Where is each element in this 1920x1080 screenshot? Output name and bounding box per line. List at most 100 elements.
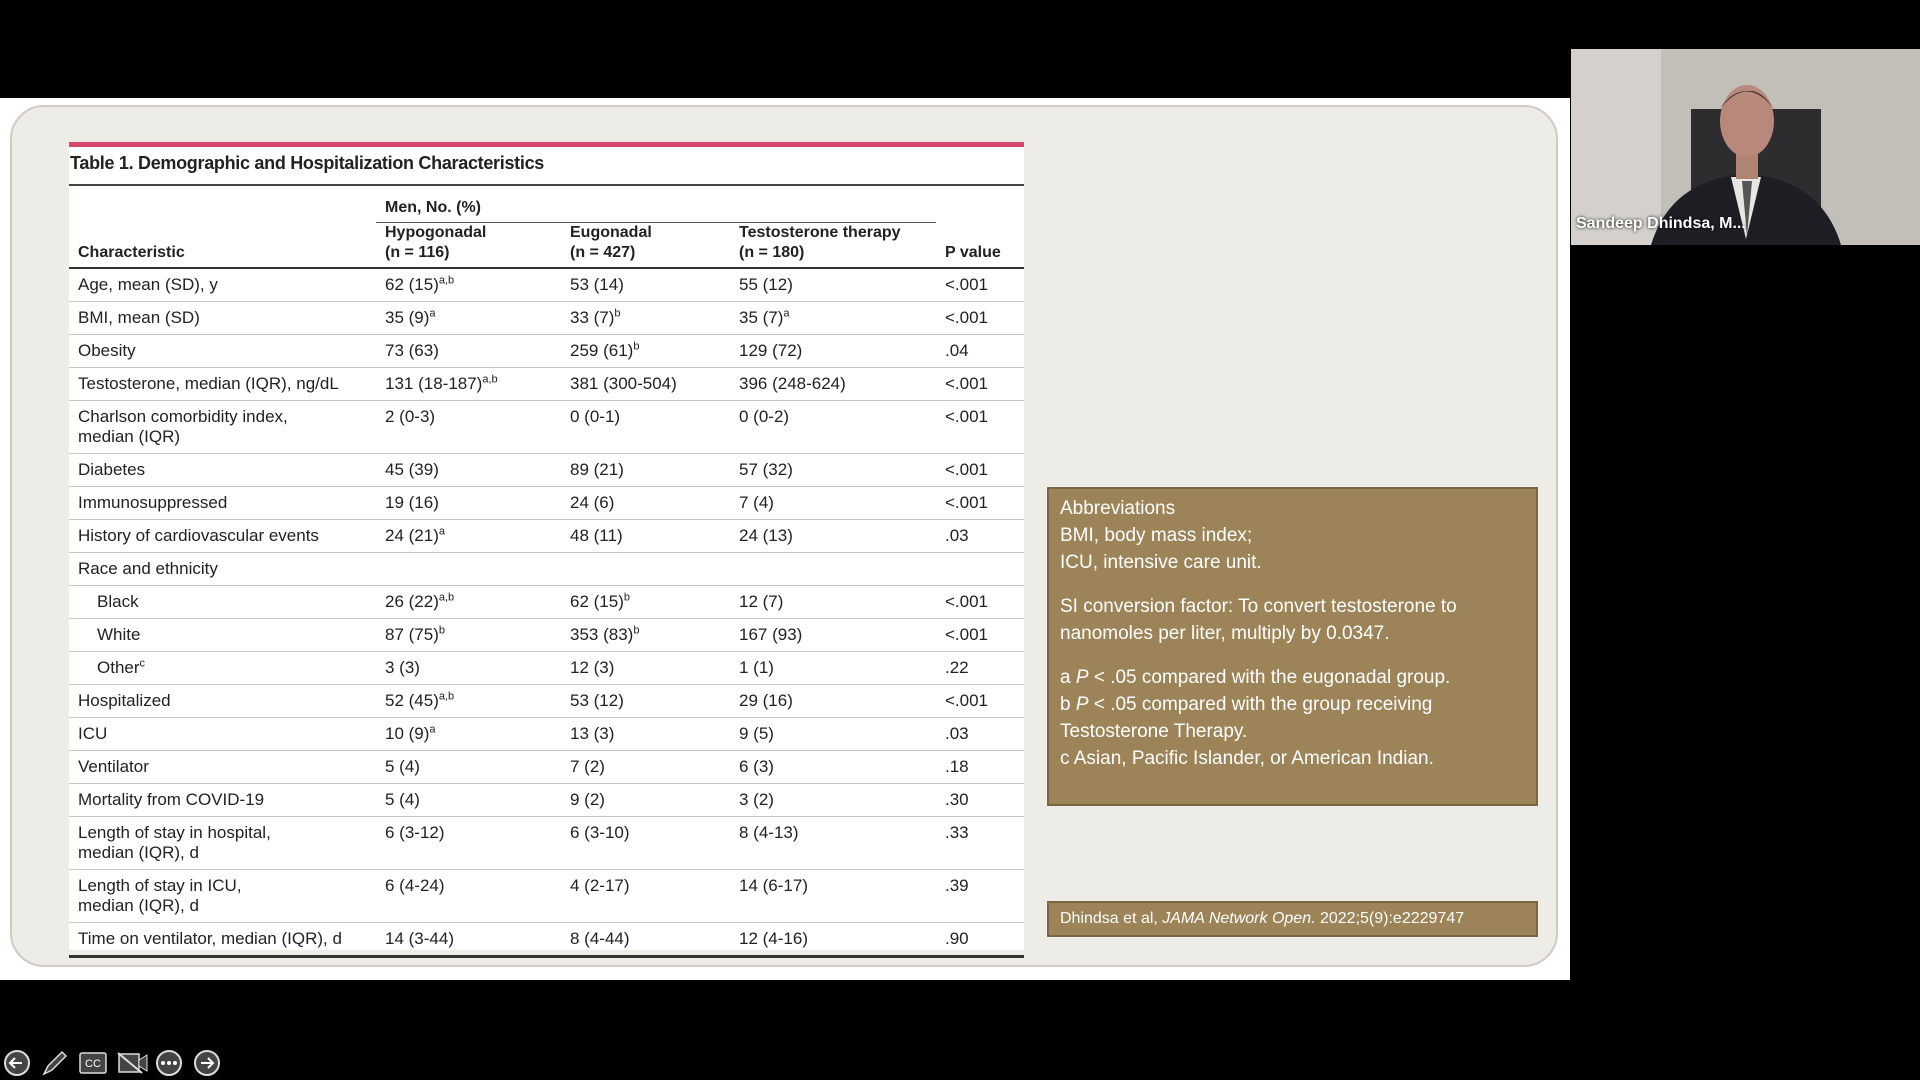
cell: 5 (4) [376, 783, 561, 817]
video-button[interactable] [117, 1052, 148, 1074]
note: BMI, body mass index; [1060, 525, 1253, 546]
footnote: a P < .05 compared with the eugonadal gr… [1060, 664, 1525, 691]
authors: Dhindsa et al, [1060, 910, 1158, 927]
table: Men, No. (%) Characteristic Hypogonadal (… [69, 186, 1024, 958]
footnote-mark: b [1060, 694, 1071, 715]
cell-text: 353 (83) [570, 625, 634, 644]
cell-text: 45 (39) [385, 460, 439, 479]
cell: 12 (3) [561, 651, 730, 685]
cell-text: 19 (16) [385, 493, 439, 512]
cell: 45 (39) [376, 453, 561, 487]
cell-text: 5 (4) [385, 757, 420, 776]
cell: 13 (3) [561, 717, 730, 751]
video-frame [1571, 49, 1920, 245]
cell: 24 (6) [561, 486, 730, 520]
cell-text: 14 (3-44) [385, 929, 454, 948]
stat: P [1075, 667, 1089, 688]
footnote-sup: a,b [482, 373, 498, 386]
cell-text: Mortality from COVID-19 [78, 790, 265, 809]
cell-text: 6 (4-24) [385, 876, 445, 895]
footnote-sup: b [633, 624, 640, 637]
cell-text: 12 (4-16) [739, 929, 808, 948]
cell: 9 (5) [730, 717, 936, 751]
cell-text: 24 (21) [385, 526, 439, 545]
cell-text: Length of stay in hospital, median (IQR)… [78, 823, 271, 862]
cell-text: 26 (22) [385, 592, 439, 611]
cell: 4 (2-17) [561, 869, 730, 923]
more-button[interactable] [156, 1050, 182, 1076]
table-row: Otherc 3 (3) 12 (3) 1 (1) .22 [69, 651, 1024, 685]
footnote-sup: a [438, 525, 445, 538]
notes-box: Abbreviations BMI, body mass index; ICU,… [1047, 487, 1538, 806]
table-title: Table 1. Demographic and Hospitalization… [70, 153, 544, 173]
cell-text: Black [97, 592, 139, 611]
pen-button[interactable] [42, 1050, 68, 1076]
footnote-sup: a,b [438, 690, 455, 703]
cell-text: 8 (4-44) [570, 929, 630, 948]
p-value: <.001 [936, 684, 1024, 718]
svg-text:CC: CC [85, 1058, 101, 1070]
cell: 9 (2) [561, 783, 730, 817]
cell-text: Length of stay in ICU, median (IQR), d [78, 876, 242, 915]
row-label: Age, mean (SD), y [69, 268, 376, 302]
table-row: Hospitalized 52 (45)a,b 53 (12) 29 (16) <.00… [69, 684, 1024, 718]
cell-text: 57 (32) [739, 460, 793, 479]
table-body: Age, mean (SD), y 62 (15)a,b 53 (14) 55 (12… [69, 268, 1024, 958]
cell: 33 (7)b [561, 301, 730, 335]
footnote-mark: c [1060, 748, 1070, 769]
column-n: (n = 180) [739, 244, 805, 261]
cell: 48 (11) [561, 519, 730, 553]
cell: 12 (4-16) [730, 922, 936, 958]
row-label: BMI, mean (SD) [69, 301, 376, 335]
cell-text: 259 (61) [570, 341, 634, 360]
table-row: White 87 (75)b 353 (83)b 167 (93) <.001 [69, 618, 1024, 652]
section-label: Race and ethnicity [69, 552, 1024, 586]
table-row: Length of stay in hospital, median (IQR)… [69, 816, 1024, 870]
row-label: Mortality from COVID-19 [69, 783, 376, 817]
citation: Dhindsa et al, JAMA Network Open. 2022;5… [1047, 901, 1538, 937]
column-header: Testosterone therapy (n = 180) [730, 222, 936, 269]
prev-button[interactable] [4, 1050, 30, 1076]
cell: 12 (7) [730, 585, 936, 619]
p-value: <.001 [936, 301, 1024, 335]
cell: 7 (2) [561, 750, 730, 784]
slide-toolbar: CC [4, 1050, 220, 1076]
row-label: Otherc [69, 651, 376, 685]
accent-bar [69, 142, 1024, 147]
captions-button[interactable]: CC [79, 1052, 107, 1074]
table-row: Obesity 73 (63) 259 (61)b 129 (72) .04 [69, 334, 1024, 368]
footnote-text: < .05 compared with the eugonadal group. [1093, 667, 1451, 688]
footnote-sup: a,b [438, 274, 455, 287]
cell-text: Testosterone, median (IQR), ng/dL [78, 374, 339, 393]
cell-text: 131 (18-187) [385, 374, 483, 393]
cell-text: 5 (4) [385, 790, 420, 809]
cell: 353 (83)b [561, 618, 730, 652]
cell: 6 (3-10) [561, 816, 730, 870]
cell-text: 48 (11) [570, 526, 623, 545]
footnote-sup: a [429, 307, 436, 320]
cell-text: Immunosuppressed [78, 493, 228, 512]
p-value: .90 [936, 922, 1024, 958]
cell-text: 53 (12) [570, 691, 624, 710]
cell-text: 2 (0-3) [385, 407, 436, 426]
cell: 89 (21) [561, 453, 730, 487]
cell-text: Obesity [78, 341, 136, 360]
footnote-sup: b [438, 624, 445, 637]
cell-text: 7 (2) [570, 757, 605, 776]
cell: 131 (18-187)a,b [376, 367, 561, 401]
table-row: BMI, mean (SD) 35 (9)a 33 (7)b 35 (7)a <.001 [69, 301, 1024, 335]
cell-text: 53 (14) [570, 275, 624, 294]
cell: 73 (63) [376, 334, 561, 368]
row-label: Immunosuppressed [69, 486, 376, 520]
row-label: Time on ventilator, median (IQR), d [69, 922, 376, 958]
table-row: Length of stay in ICU, median (IQR), d 6 … [69, 869, 1024, 923]
p-value: <.001 [936, 585, 1024, 619]
column-n: (n = 427) [570, 244, 636, 261]
next-button[interactable] [194, 1050, 220, 1076]
table-row: Time on ventilator, median (IQR), d 14 (3… [69, 922, 1024, 958]
cell: 55 (12) [730, 268, 936, 302]
p-value: <.001 [936, 486, 1024, 520]
section-row: Race and ethnicity [69, 552, 1024, 586]
cell: 14 (6-17) [730, 869, 936, 923]
p-value: <.001 [936, 367, 1024, 401]
